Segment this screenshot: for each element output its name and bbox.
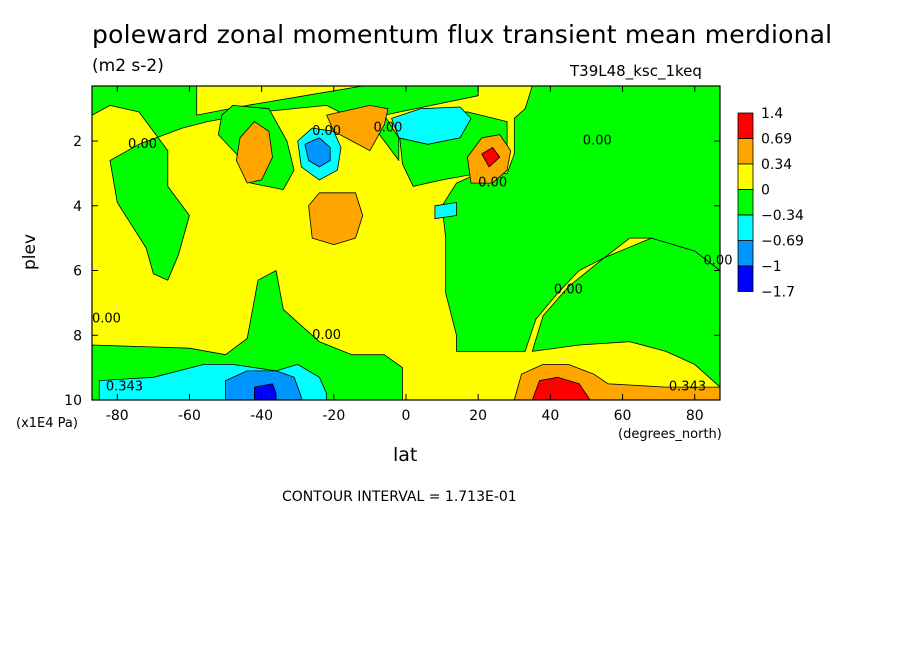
x-axis-unit-label: (degrees_north) — [618, 427, 722, 442]
contour-region — [434, 202, 457, 220]
colorbar-swatch — [737, 189, 754, 216]
dataset-label: T39L48_ksc_1keq — [570, 62, 702, 80]
contour-region — [91, 270, 403, 401]
x-tick-label: 40 — [541, 408, 559, 424]
colorbar-level-label: −1 — [761, 259, 782, 275]
contour-interval-label: CONTOUR INTERVAL = 1.713E-01 — [282, 489, 517, 505]
contour-labels: 0.00 0.00 0.00 0.00 0.00 0.00 0.00 0.00 0.00 0.34… — [92, 121, 733, 395]
colorbar-level-label: 1.4 — [761, 106, 783, 122]
y-tick-label: 8 — [73, 328, 82, 344]
colorbar-swatch — [737, 240, 754, 267]
chart-units: (m2 s-2) — [92, 56, 164, 76]
colorbar-swatch — [737, 214, 754, 241]
y-tick-label: 2 — [73, 134, 82, 150]
colorbar-level-label: 0 — [761, 183, 770, 199]
x-axis-label: lat — [393, 444, 418, 466]
colorbar-level-label: −0.34 — [761, 208, 804, 224]
colorbar-legend: 1.4 0.69 0.34 0 −0.34 −0.69 −1 −1.7 — [737, 106, 804, 301]
y-tick-label: 4 — [73, 199, 82, 215]
x-tick-label: -80 — [106, 408, 129, 424]
contour-region — [235, 121, 273, 184]
contour-label: 0.00 — [128, 137, 157, 152]
y-tick-label: 10 — [64, 393, 82, 409]
contour-label: 0.343 — [106, 380, 143, 395]
colorbar-swatch — [737, 138, 754, 165]
colorbar-swatch — [737, 265, 754, 292]
contour-label: 0.343 — [669, 380, 706, 395]
x-tick-label: 80 — [686, 408, 704, 424]
contour-label: 0.00 — [312, 124, 341, 139]
y-tick-label: 6 — [73, 264, 82, 280]
contour-region — [304, 137, 331, 168]
contour-region — [308, 192, 364, 246]
colorbar-swatch — [737, 163, 754, 190]
contour-label: 0.00 — [554, 282, 583, 297]
contour-label: 0.00 — [312, 328, 341, 343]
contour-region — [391, 106, 472, 145]
contour-label: 0.00 — [92, 312, 121, 327]
contour-region — [481, 147, 501, 168]
contour-regions — [91, 85, 721, 401]
y-axis-ticks: 2 4 6 8 10 — [64, 134, 720, 409]
colorbar-level-label: −1.7 — [761, 285, 795, 301]
contour-label: 0.00 — [704, 253, 733, 268]
x-tick-label: -20 — [322, 408, 345, 424]
x-tick-label: -60 — [178, 408, 201, 424]
x-tick-label: 0 — [402, 408, 411, 424]
x-axis-ticks: -80 -60 -40 -20 0 20 40 60 80 — [106, 86, 704, 424]
colorbar-level-label: 0.34 — [761, 157, 792, 173]
x-tick-label: 20 — [469, 408, 487, 424]
colorbar-swatch — [737, 112, 754, 139]
y-axis-unit-label: (x1E4 Pa) — [16, 416, 78, 431]
colorbar-level-label: 0.69 — [761, 132, 792, 148]
x-tick-label: 60 — [614, 408, 632, 424]
chart-title: poleward zonal momentum flux transient m… — [92, 20, 833, 49]
contour-region — [253, 383, 277, 401]
colorbar-level-label: −0.69 — [761, 234, 804, 250]
contour-region — [326, 105, 389, 152]
contour-label: 0.00 — [478, 176, 507, 191]
x-tick-label: -40 — [250, 408, 273, 424]
contour-label: 0.00 — [583, 134, 612, 149]
contour-label: 0.00 — [373, 121, 402, 136]
